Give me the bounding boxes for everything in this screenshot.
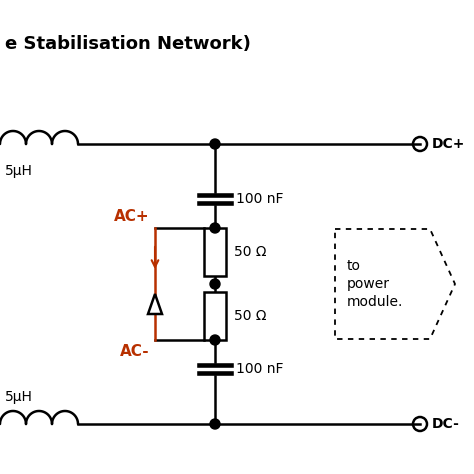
- Text: 100 nF: 100 nF: [236, 192, 283, 206]
- Text: 50 Ω: 50 Ω: [234, 245, 266, 259]
- Text: DC+: DC+: [432, 137, 465, 151]
- Text: module.: module.: [347, 295, 403, 309]
- Circle shape: [210, 419, 220, 429]
- Polygon shape: [148, 294, 162, 314]
- Circle shape: [210, 279, 220, 289]
- Circle shape: [210, 139, 220, 149]
- Text: 5μH: 5μH: [5, 390, 33, 404]
- Bar: [204, 292, 226, 340]
- Circle shape: [210, 335, 220, 345]
- Text: AC-: AC-: [120, 344, 150, 359]
- Circle shape: [210, 223, 220, 233]
- Text: e Stabilisation Network): e Stabilisation Network): [5, 35, 251, 53]
- Text: to: to: [347, 259, 361, 273]
- Bar: [204, 228, 226, 276]
- Text: power: power: [347, 277, 390, 291]
- Text: 50 Ω: 50 Ω: [234, 309, 266, 323]
- Text: DC-: DC-: [432, 417, 460, 431]
- Text: 100 nF: 100 nF: [236, 362, 283, 376]
- Text: AC+: AC+: [114, 209, 150, 224]
- Text: 5μH: 5μH: [5, 164, 33, 178]
